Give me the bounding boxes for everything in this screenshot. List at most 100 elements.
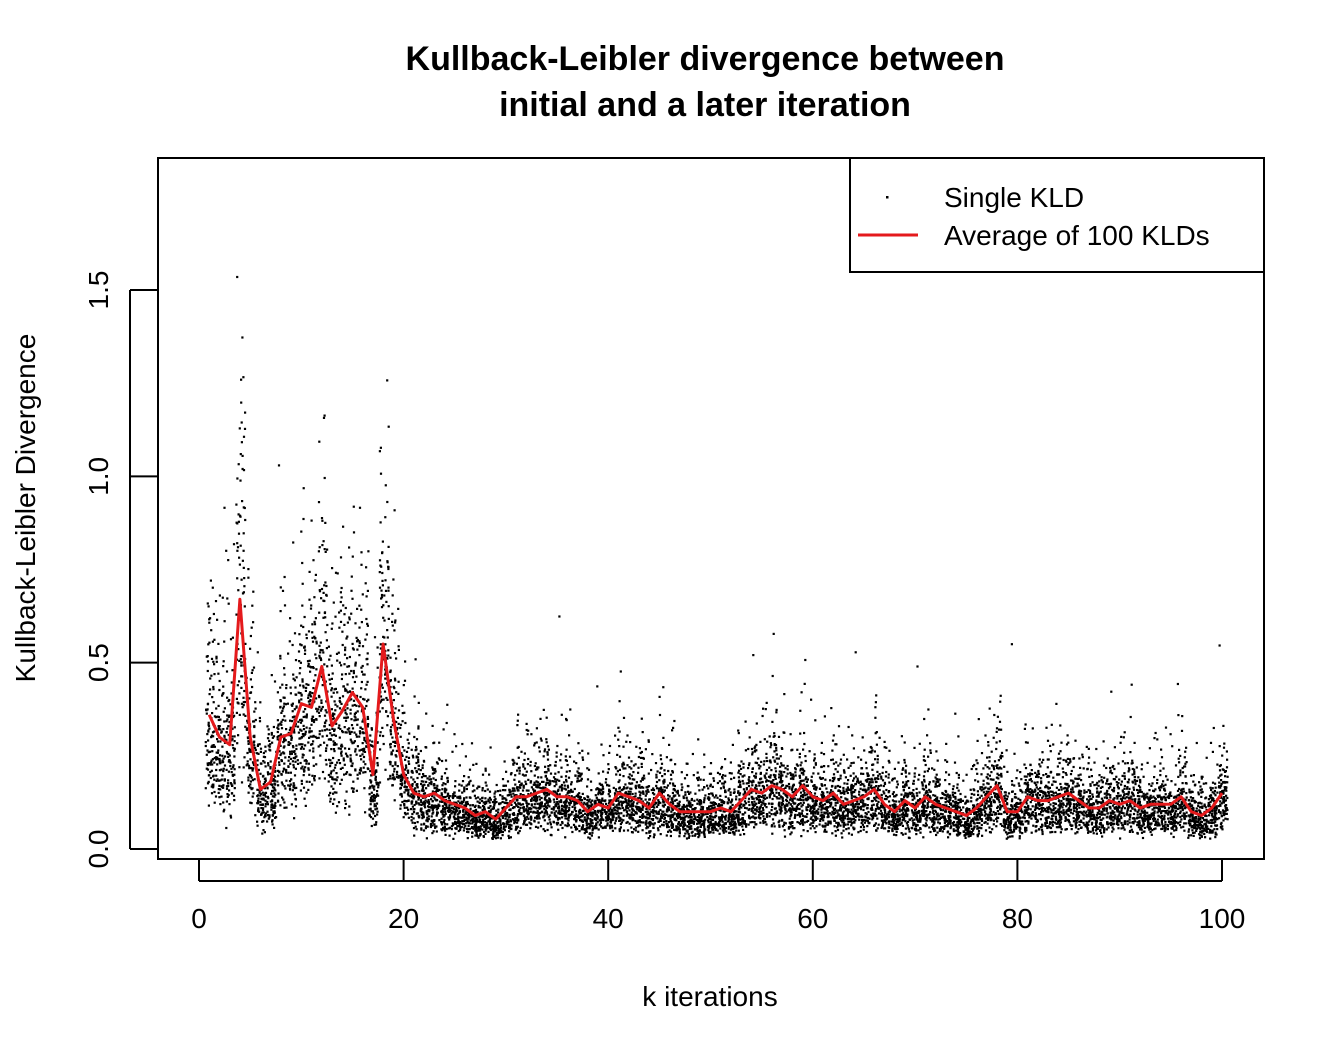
single-kld-point: [523, 816, 526, 819]
single-kld-point: [578, 795, 581, 798]
single-kld-point: [431, 772, 434, 775]
single-kld-point: [404, 721, 407, 725]
single-kld-point: [645, 819, 648, 823]
single-kld-point: [259, 800, 262, 804]
single-kld-point: [479, 832, 482, 835]
single-kld-point: [557, 802, 560, 806]
single-kld-point: [229, 638, 233, 641]
single-kld-point: [537, 813, 540, 816]
single-kld-point: [217, 791, 220, 794]
single-kld-point: [206, 702, 210, 705]
single-kld-point: [656, 817, 659, 820]
single-kld-point: [504, 825, 507, 828]
single-kld-point: [655, 787, 659, 790]
single-kld-point: [450, 828, 453, 831]
single-kld-point: [251, 795, 254, 798]
single-kld-point: [547, 765, 550, 768]
single-kld-point: [573, 760, 576, 763]
single-kld-point: [308, 665, 312, 668]
single-kld-point: [247, 791, 250, 794]
single-kld-point: [513, 806, 516, 809]
single-kld-point: [508, 790, 511, 793]
single-kld-point: [575, 815, 578, 818]
single-kld-point: [688, 800, 691, 803]
single-kld-point: [504, 810, 507, 813]
single-kld-point: [667, 815, 670, 818]
single-kld-point: [463, 786, 466, 789]
single-kld-point: [324, 550, 327, 553]
single-kld-point: [648, 813, 651, 816]
single-kld-point: [272, 779, 275, 782]
single-kld-point: [627, 807, 630, 810]
single-kld-point: [287, 741, 290, 744]
single-kld-point: [444, 795, 447, 799]
single-kld-point: [521, 798, 524, 801]
single-kld-point: [292, 541, 295, 544]
single-kld-point: [485, 823, 488, 826]
single-kld-point: [339, 556, 343, 559]
single-kld-point: [710, 804, 713, 807]
single-kld-point: [562, 781, 566, 784]
single-kld-point: [345, 637, 348, 640]
single-kld-point: [340, 702, 343, 705]
single-kld-point: [355, 694, 359, 697]
single-kld-point: [378, 710, 381, 713]
single-kld-point: [246, 760, 249, 763]
single-kld-point: [457, 818, 460, 821]
single-kld-point: [344, 802, 347, 805]
single-kld-point: [354, 622, 357, 625]
single-kld-point: [344, 752, 348, 755]
single-kld-point: [376, 741, 379, 744]
single-kld-point: [417, 815, 420, 819]
single-kld-point: [328, 678, 331, 681]
single-kld-point: [298, 672, 301, 675]
single-kld-point: [495, 783, 498, 787]
single-kld-point: [707, 821, 710, 824]
single-kld-point: [577, 742, 580, 745]
single-kld-point: [402, 684, 405, 687]
single-kld-point: [297, 650, 301, 653]
single-kld-point: [358, 604, 361, 607]
single-kld-point: [689, 819, 692, 822]
single-kld-point: [358, 654, 361, 657]
single-kld-point: [405, 750, 409, 753]
single-kld-point: [441, 759, 444, 763]
single-kld-point: [712, 777, 715, 780]
single-kld-point: [495, 832, 498, 836]
single-kld-point: [697, 778, 700, 782]
single-kld-point: [300, 644, 303, 647]
single-kld-point: [386, 629, 389, 632]
single-kld-point: [460, 784, 463, 787]
single-kld-point: [397, 722, 400, 725]
single-kld-point: [406, 793, 410, 796]
single-kld-point: [368, 793, 371, 796]
single-kld-point: [260, 762, 263, 765]
single-kld-point: [373, 636, 377, 639]
single-kld-point: [289, 771, 292, 774]
single-kld-point: [458, 810, 462, 813]
single-kld-point: [325, 763, 328, 766]
single-kld-point: [281, 589, 285, 592]
single-kld-point: [576, 793, 580, 796]
single-kld-point: [586, 805, 589, 808]
single-kld-point: [553, 764, 557, 767]
single-kld-point: [236, 742, 239, 745]
single-kld-point: [400, 782, 403, 785]
single-kld-point: [228, 714, 231, 717]
single-kld-point: [475, 826, 478, 829]
single-kld-point: [513, 822, 516, 825]
single-kld-point: [669, 773, 673, 776]
single-kld-point: [374, 823, 378, 826]
single-kld-point: [244, 725, 247, 728]
single-kld-point: [448, 816, 452, 819]
single-kld-point: [329, 791, 332, 794]
single-kld-point: [288, 787, 292, 790]
single-kld-point: [419, 769, 422, 772]
single-kld-point: [431, 819, 434, 822]
single-kld-point: [534, 783, 537, 786]
single-kld-point: [243, 577, 246, 580]
single-kld-point: [544, 798, 547, 801]
single-kld-point: [599, 788, 602, 791]
single-kld-point: [622, 800, 625, 803]
single-kld-point: [302, 735, 305, 738]
